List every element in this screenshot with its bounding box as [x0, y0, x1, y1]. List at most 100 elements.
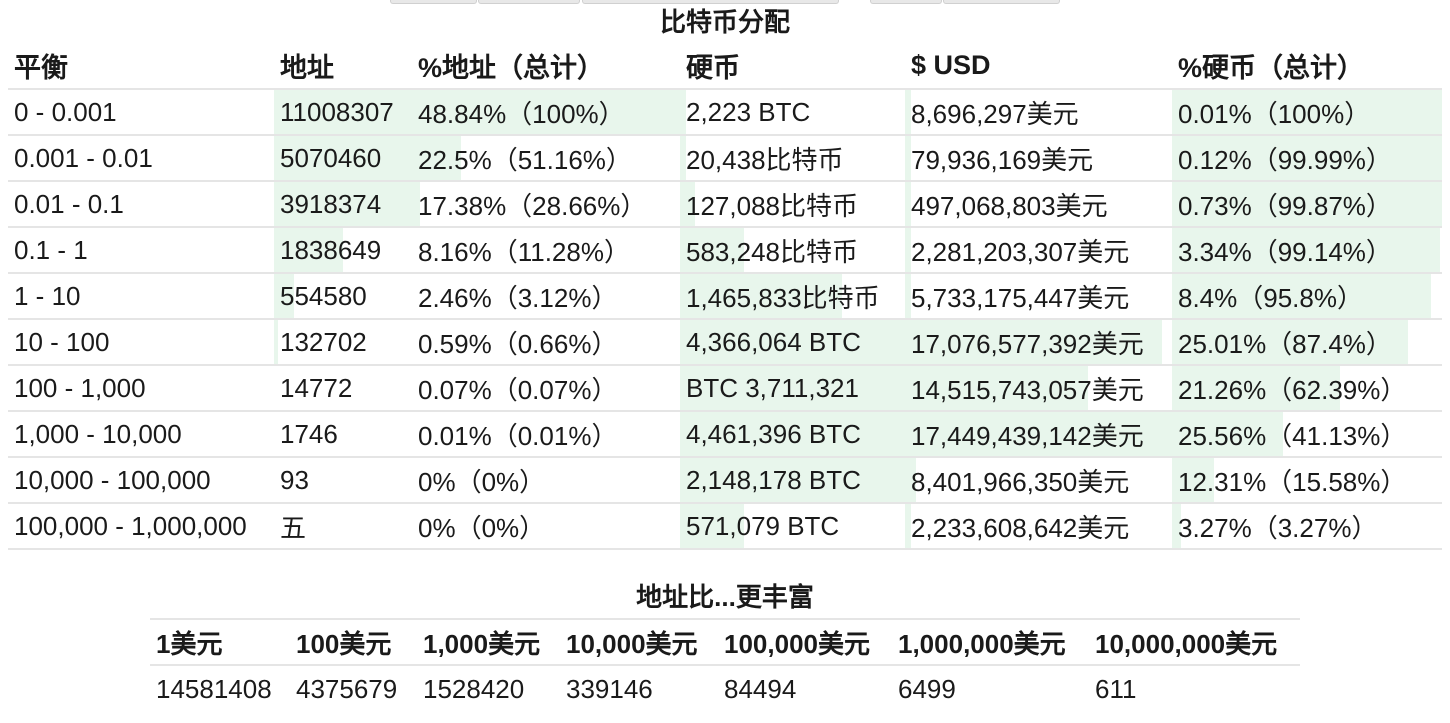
coin-pct-cell-text: 0.12%（99.99%）: [1178, 144, 1392, 175]
coin-pct-cell-text: 21.26%（62.39%）: [1178, 374, 1407, 405]
toolbar-button-3[interactable]: [582, 0, 839, 4]
usd-cell-text: 14,515,743,057美元: [911, 374, 1144, 405]
coin-pct-cell-text: 12.31%（15.58%）: [1178, 466, 1407, 497]
distribution-row: 0.001 - 0.01 5070460 22.5%（51.16%） 20,438比特…: [8, 135, 1442, 182]
share-bar: [412, 90, 680, 133]
distribution-row: 10 - 100 132702 0.59%（0.66%） 4,366,064 BTC 1…: [8, 319, 1442, 366]
addr-pct-cell: 17.38%（28.66%）: [412, 181, 680, 228]
coin-pct-cell: 25.01%（87.4%）: [1172, 319, 1442, 366]
addresses-cell: 554580: [274, 273, 412, 320]
addr-pct-cell: 0.07%（0.07%）: [412, 365, 680, 412]
balance-cell-text: 10 - 100: [14, 326, 110, 357]
richer-value-1: 14581408: [156, 673, 272, 704]
addr-pct-cell-text: 0.59%（0.66%）: [418, 328, 618, 359]
distribution-row: 100,000 - 1,000,000 五 0%（0%） 571,079 BTC 2,2…: [8, 503, 1442, 550]
addr-pct-cell: 2.46%（3.12%）: [412, 273, 680, 320]
usd-cell: 5,733,175,447美元: [905, 273, 1172, 320]
balance-cell-text: 1 - 10: [14, 280, 81, 311]
share-bar: [1172, 366, 1341, 409]
distribution-row: 1 - 10 554580 2.46%（3.12%） 1,465,833比特币 5,73…: [8, 273, 1442, 320]
share-bar: [680, 458, 905, 501]
usd-cell-text: 5,733,175,447美元: [911, 282, 1130, 313]
share-bar: [680, 274, 843, 317]
coin-pct-cell: 25.56%（41.13%）: [1172, 411, 1442, 458]
share-bar: [680, 182, 695, 225]
toolbar-button-1[interactable]: [390, 0, 477, 4]
share-bar: [274, 136, 412, 179]
coins-cell: 583,248比特币: [680, 227, 905, 274]
addr-pct-cell: 0%（0%）: [412, 503, 680, 550]
coins-cell: 571,079 BTC: [680, 503, 905, 550]
header-coin-pct[interactable]: %硬币（总计）: [1172, 42, 1442, 90]
balance-cell: 0.1 - 1: [8, 227, 274, 274]
share-bar: [680, 136, 686, 179]
toolbar-button-4[interactable]: [870, 0, 942, 4]
top-toolbar-remnant: [0, 0, 1450, 4]
share-bar: [680, 366, 905, 409]
addr-pct-cell-text: 0.07%（0.07%）: [418, 374, 618, 405]
coin-pct-cell: 8.4%（95.8%）: [1172, 273, 1442, 320]
balance-cell: 1,000 - 10,000: [8, 411, 274, 458]
share-bar: [905, 90, 911, 133]
header-addresses[interactable]: 地址: [274, 42, 412, 90]
addresses-cell: 93: [274, 457, 412, 504]
coins-cell-text: 4,366,064 BTC: [686, 326, 861, 357]
share-bar: [412, 136, 461, 179]
usd-cell-text: 17,076,577,392美元: [911, 328, 1144, 359]
coins-cell-text: 4,461,396 BTC: [686, 418, 861, 449]
distribution-row: 0 - 0.001 11008307 48.84%（100%） 2,223 BTC 8,…: [8, 89, 1442, 136]
share-bar: [905, 136, 911, 179]
addresses-cell-text: 1838649: [280, 234, 382, 265]
usd-cell: 17,449,439,142美元: [905, 411, 1172, 458]
coin-pct-cell-text: 3.27%（3.27%）: [1178, 512, 1378, 543]
richer-value-row: 14581408 4375679 1528420 339146 84494 64…: [150, 665, 1300, 712]
header-coins[interactable]: 硬币: [680, 42, 905, 90]
addresses-cell-text: 93: [280, 464, 309, 495]
balance-cell-text: 0.01 - 0.1: [14, 188, 124, 219]
coin-pct-cell: 21.26%（62.39%）: [1172, 365, 1442, 412]
coin-pct-cell-text: 25.56%（41.13%）: [1178, 420, 1407, 451]
balance-cell: 0.001 - 0.01: [8, 135, 274, 182]
richer-value-10k: 339146: [566, 673, 653, 704]
share-bar: [412, 182, 421, 225]
share-bar: [1172, 182, 1442, 225]
richer-header-1m: 1,000,000美元: [892, 618, 1089, 666]
header-usd[interactable]: $ USD: [905, 42, 1172, 90]
addresses-cell: 1838649: [274, 227, 412, 274]
addr-pct-cell-text: 22.5%（51.16%）: [418, 144, 632, 175]
coins-cell-text: 1,465,833比特币: [686, 282, 880, 313]
richer-value-100k: 84494: [724, 673, 797, 704]
balance-cell: 100 - 1,000: [8, 365, 274, 412]
toolbar-button-5[interactable]: [943, 0, 1060, 4]
coin-pct-cell-text: 0.01%（100%）: [1178, 98, 1371, 129]
coins-cell: 2,223 BTC: [680, 89, 905, 136]
addr-pct-cell: 0%（0%）: [412, 457, 680, 504]
addr-pct-cell-text: 8.16%（11.28%）: [418, 236, 630, 267]
addr-pct-cell: 8.16%（11.28%）: [412, 227, 680, 274]
toolbar-button-2[interactable]: [478, 0, 580, 4]
distribution-header-row: 平衡 地址 %地址（总计） 硬币 $ USD %硬币（总计）: [8, 42, 1442, 90]
addr-pct-cell-text: 48.84%（100%）: [418, 98, 625, 129]
usd-cell-text: 8,696,297美元: [911, 98, 1079, 129]
richer-header-row: 1美元 100美元 1,000美元 10,000美元 100,000美元 1,0…: [150, 618, 1300, 666]
addresses-cell-text: 五: [280, 512, 307, 543]
coin-pct-cell-text: 8.4%（95.8%）: [1178, 282, 1363, 313]
addr-pct-cell-text: 0.01%（0.01%）: [418, 420, 618, 451]
distribution-row: 1,000 - 10,000 1746 0.01%（0.01%） 4,461,396 …: [8, 411, 1442, 458]
header-addr-pct[interactable]: %地址（总计）: [412, 42, 680, 90]
distribution-row: 0.01 - 0.1 3918374 17.38%（28.66%） 127,088比特…: [8, 181, 1442, 228]
distribution-row: 100 - 1,000 14772 0.07%（0.07%） BTC 3,711,32…: [8, 365, 1442, 412]
balance-cell: 0.01 - 0.1: [8, 181, 274, 228]
share-bar: [680, 90, 686, 133]
header-balance[interactable]: 平衡: [8, 42, 274, 90]
richer-header-10k: 10,000美元: [560, 618, 718, 666]
usd-cell-text: 79,936,169美元: [911, 144, 1094, 175]
balance-cell-text: 10,000 - 100,000: [14, 464, 211, 495]
distribution-table: 平衡 地址 %地址（总计） 硬币 $ USD %硬币（总计） 0 - 0.001…: [8, 42, 1442, 550]
share-bar: [905, 412, 1172, 455]
richer-header-100k: 100,000美元: [718, 618, 892, 666]
richer-header-10m: 10,000,000美元: [1089, 618, 1300, 666]
coin-pct-cell-text: 3.34%（99.14%）: [1178, 236, 1392, 267]
addresses-cell: 14772: [274, 365, 412, 412]
coins-cell: 4,366,064 BTC: [680, 319, 905, 366]
